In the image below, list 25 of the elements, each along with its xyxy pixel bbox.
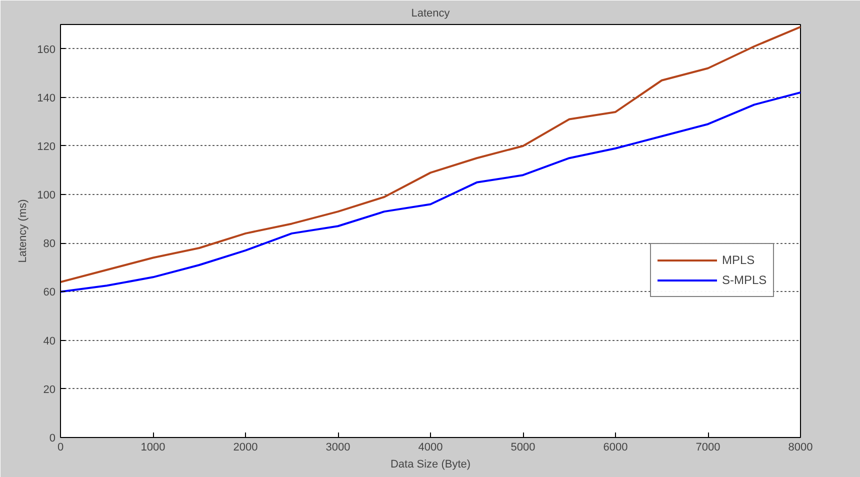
y-axis-title: Latency (ms) bbox=[17, 199, 30, 263]
x-axis-title: Data Size (Byte) bbox=[390, 458, 471, 470]
y-tick-label: 0 bbox=[49, 432, 56, 444]
y-tick-label: 140 bbox=[37, 92, 56, 104]
x-tick-label: 3000 bbox=[326, 442, 350, 454]
x-tick-label: 8000 bbox=[788, 442, 813, 454]
x-tick-label: 7000 bbox=[696, 442, 720, 454]
line-series bbox=[60, 26, 800, 284]
chart-title: Latency bbox=[411, 8, 450, 20]
x-tick-label: 1000 bbox=[140, 442, 166, 454]
x-tick-label: 5000 bbox=[510, 442, 536, 454]
legend-label: S-MPLS bbox=[722, 273, 767, 287]
x-tick-label: 2000 bbox=[233, 442, 258, 454]
y-tick-label: 40 bbox=[43, 335, 56, 348]
line-series bbox=[60, 92, 800, 293]
legend-label: MPLS bbox=[722, 253, 755, 267]
y-tick-label: 100 bbox=[37, 190, 56, 202]
x-tick-label: 6000 bbox=[603, 442, 628, 454]
y-tick-label: 160 bbox=[37, 44, 56, 56]
x-tick-label: 4000 bbox=[418, 442, 443, 454]
y-tick-label: 120 bbox=[37, 140, 56, 153]
y-tick-label: 80 bbox=[43, 238, 56, 250]
y-tick-label: 20 bbox=[43, 384, 56, 396]
x-tick-label: 0 bbox=[57, 442, 64, 454]
y-tick-label: 60 bbox=[43, 286, 56, 299]
